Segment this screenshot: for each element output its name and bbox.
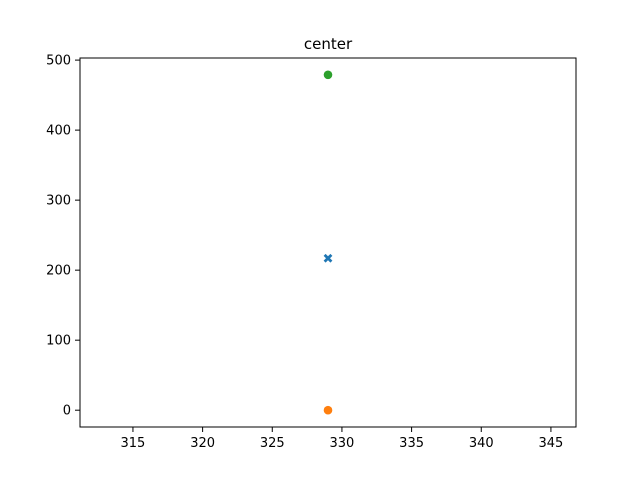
y-tick-label: 300 xyxy=(46,194,71,209)
y-tick-label: 500 xyxy=(46,54,71,69)
y-tick-label: 200 xyxy=(46,264,71,279)
x-tick-label: 315 xyxy=(121,436,146,451)
y-tick-label: 0 xyxy=(63,404,71,419)
data-point-circle-marker xyxy=(323,70,333,80)
data-points xyxy=(323,70,333,415)
y-tick-label: 400 xyxy=(46,124,71,139)
y-tick-label: 100 xyxy=(46,334,71,349)
data-point-x-marker xyxy=(323,253,333,263)
x-tick-label: 330 xyxy=(330,436,355,451)
x-tick-label: 335 xyxy=(399,436,424,451)
plot-area-frame xyxy=(79,57,577,428)
y-axis: 0 100 200 300 400 500 xyxy=(46,54,80,419)
chart-title: center xyxy=(304,35,353,53)
x-tick-label: 320 xyxy=(190,436,215,451)
data-point-circle-marker xyxy=(323,405,333,415)
x-tick-label: 340 xyxy=(469,436,494,451)
x-tick-label: 325 xyxy=(260,436,285,451)
x-tick-label: 345 xyxy=(539,436,564,451)
x-axis: 315 320 325 330 335 340 345 xyxy=(121,427,564,451)
